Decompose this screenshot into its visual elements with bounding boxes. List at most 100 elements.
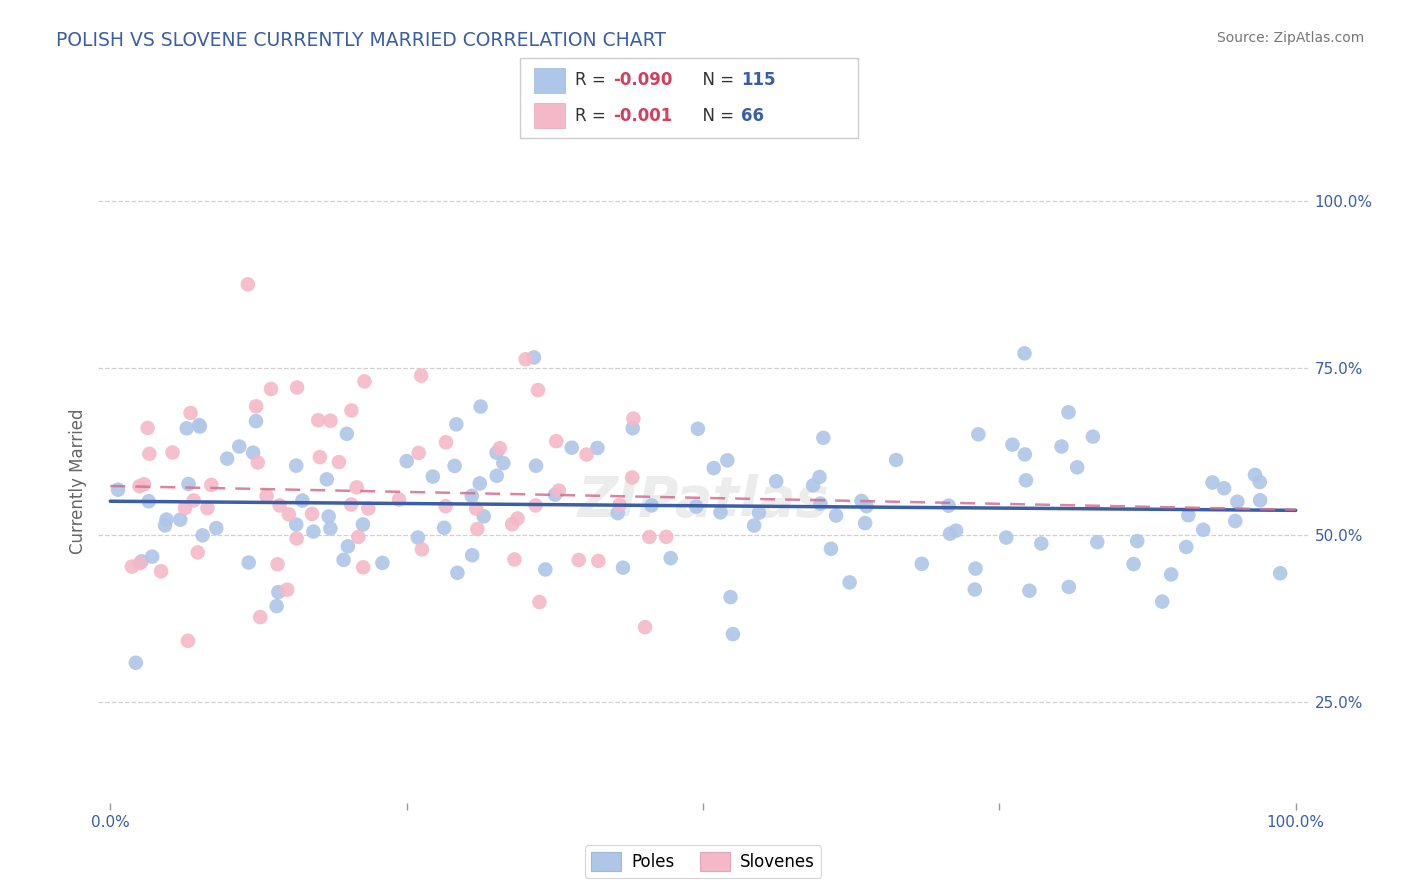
Point [808,470,831,484]
Point [307,413,329,427]
Point [276,582,298,597]
Point [319,414,342,428]
Point [884,453,907,467]
Point [655,530,678,544]
Point [1057,580,1080,594]
Point [1160,567,1182,582]
Point [606,506,628,520]
Point [1122,557,1144,571]
Point [465,501,488,516]
Point [1081,429,1104,443]
Point [621,411,644,425]
Point [548,483,571,498]
Point [659,551,682,566]
Point [742,518,765,533]
Text: ZIPatlas: ZIPatlas [578,474,828,528]
Point [621,421,644,435]
Point [434,500,457,514]
Point [851,494,873,508]
Point [319,521,342,535]
Point [492,456,515,470]
Point [709,505,731,519]
Point [640,499,662,513]
Point [180,406,202,420]
Point [260,382,283,396]
Point [138,447,160,461]
Point [963,582,986,597]
Point [1066,460,1088,475]
Point [336,426,359,441]
Point [638,530,661,544]
Point [285,532,308,546]
Point [716,453,738,467]
Text: R =: R = [575,107,612,125]
Point [291,493,314,508]
Point [174,500,197,515]
Point [1018,583,1040,598]
Point [136,421,159,435]
Point [107,483,129,497]
Point [621,470,644,484]
Point [1050,440,1073,454]
Point [197,501,219,516]
Point [411,368,433,383]
Point [489,441,512,455]
Point [357,501,380,516]
Point [1014,447,1036,461]
Point [422,469,444,483]
Point [467,522,489,536]
Point [461,548,484,562]
Point [501,517,523,532]
Point [813,431,835,445]
Point [347,530,370,544]
Text: 66: 66 [741,107,763,125]
Point [188,418,211,433]
Point [1249,493,1271,508]
Point [269,499,291,513]
Point [995,531,1018,545]
Point [1015,473,1038,487]
Point [703,461,725,475]
Point [446,417,468,432]
Point [433,521,456,535]
Point [470,400,492,414]
Point [352,517,374,532]
Point [524,499,547,513]
Point [242,445,264,459]
Point [434,435,457,450]
Point [468,476,491,491]
Point [153,518,176,533]
Point [534,562,557,576]
Point [1201,475,1223,490]
Point [446,566,468,580]
Point [721,627,744,641]
Point [177,477,200,491]
Point [150,564,173,578]
Point [720,590,742,604]
Point [515,352,537,367]
Point [336,540,359,554]
Text: -0.090: -0.090 [613,71,672,89]
Point [371,556,394,570]
Point [820,541,842,556]
Text: 115: 115 [741,71,776,89]
Text: R =: R = [575,71,612,89]
Point [945,524,967,538]
Legend: Poles, Slovenes: Poles, Slovenes [585,846,821,878]
Text: N =: N = [692,107,740,125]
Point [177,633,200,648]
Y-axis label: Currently Married: Currently Married [69,409,87,555]
Point [546,434,568,449]
Point [1057,405,1080,419]
Point [1014,346,1036,360]
Point [285,517,308,532]
Point [588,554,610,568]
Point [309,450,332,464]
Point [1192,523,1215,537]
Point [965,561,987,575]
Point [853,516,876,530]
Point [141,549,163,564]
Point [236,277,259,292]
Text: N =: N = [692,71,740,89]
Point [506,511,529,525]
